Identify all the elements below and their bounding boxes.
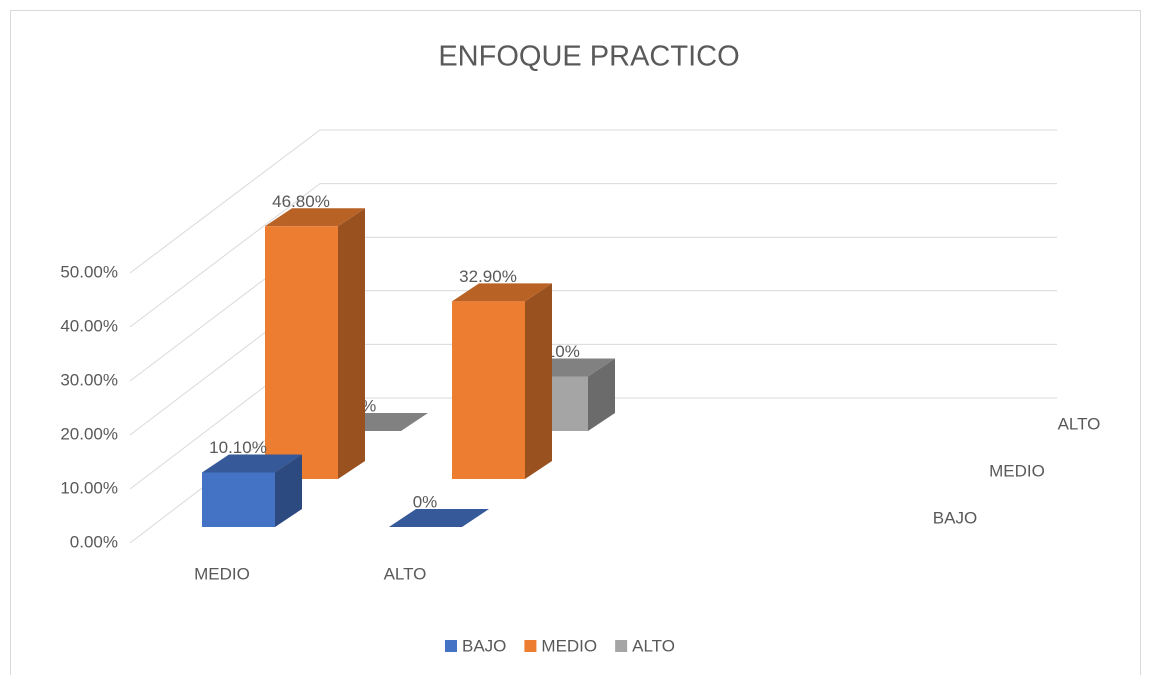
depth-label: MEDIO [989,461,1045,480]
bar-front [265,226,338,479]
bar-top [265,208,365,227]
legend-label: MEDIO [541,636,597,655]
bar-top [202,454,302,473]
bar [452,283,552,479]
legend-swatch [445,640,457,652]
legend-swatch [615,640,628,652]
bar-top [452,283,552,302]
bar-front [202,472,275,527]
bar [389,509,489,527]
bar-front [452,301,525,479]
legend-label: ALTO [632,636,675,655]
y-tick-label: 50.00% [60,262,118,281]
bar [202,454,302,527]
y-tick-label: 30.00% [60,370,118,389]
y-tick-label: 40.00% [60,316,118,335]
y-tick-label: 0.00% [70,532,118,551]
y-tick-label: 10.00% [60,478,118,497]
grid-line [129,183,1057,328]
chart-frame [10,10,1141,680]
y-tick-label: 20.00% [60,424,118,443]
data-label: 32.90% [459,267,517,286]
chart-title: ENFOQUE PRACTICO [438,41,739,73]
data-label: 46.80% [272,192,330,211]
legend-swatch [524,640,537,652]
data-label: 0% [413,492,438,511]
bar-side [275,454,302,527]
legend-label: BAJO [462,636,506,655]
data-label: 10.10% [209,438,267,457]
x-tick-label: MEDIO [194,564,250,583]
depth-label: BAJO [933,508,977,527]
bar-side [338,208,365,479]
bar [265,208,365,479]
grid-line [129,129,1057,274]
depth-label: ALTO [1058,414,1101,433]
bar-side [525,283,552,479]
bar-top [389,509,489,527]
bar-side [588,358,615,431]
x-tick-label: ALTO [384,564,427,583]
